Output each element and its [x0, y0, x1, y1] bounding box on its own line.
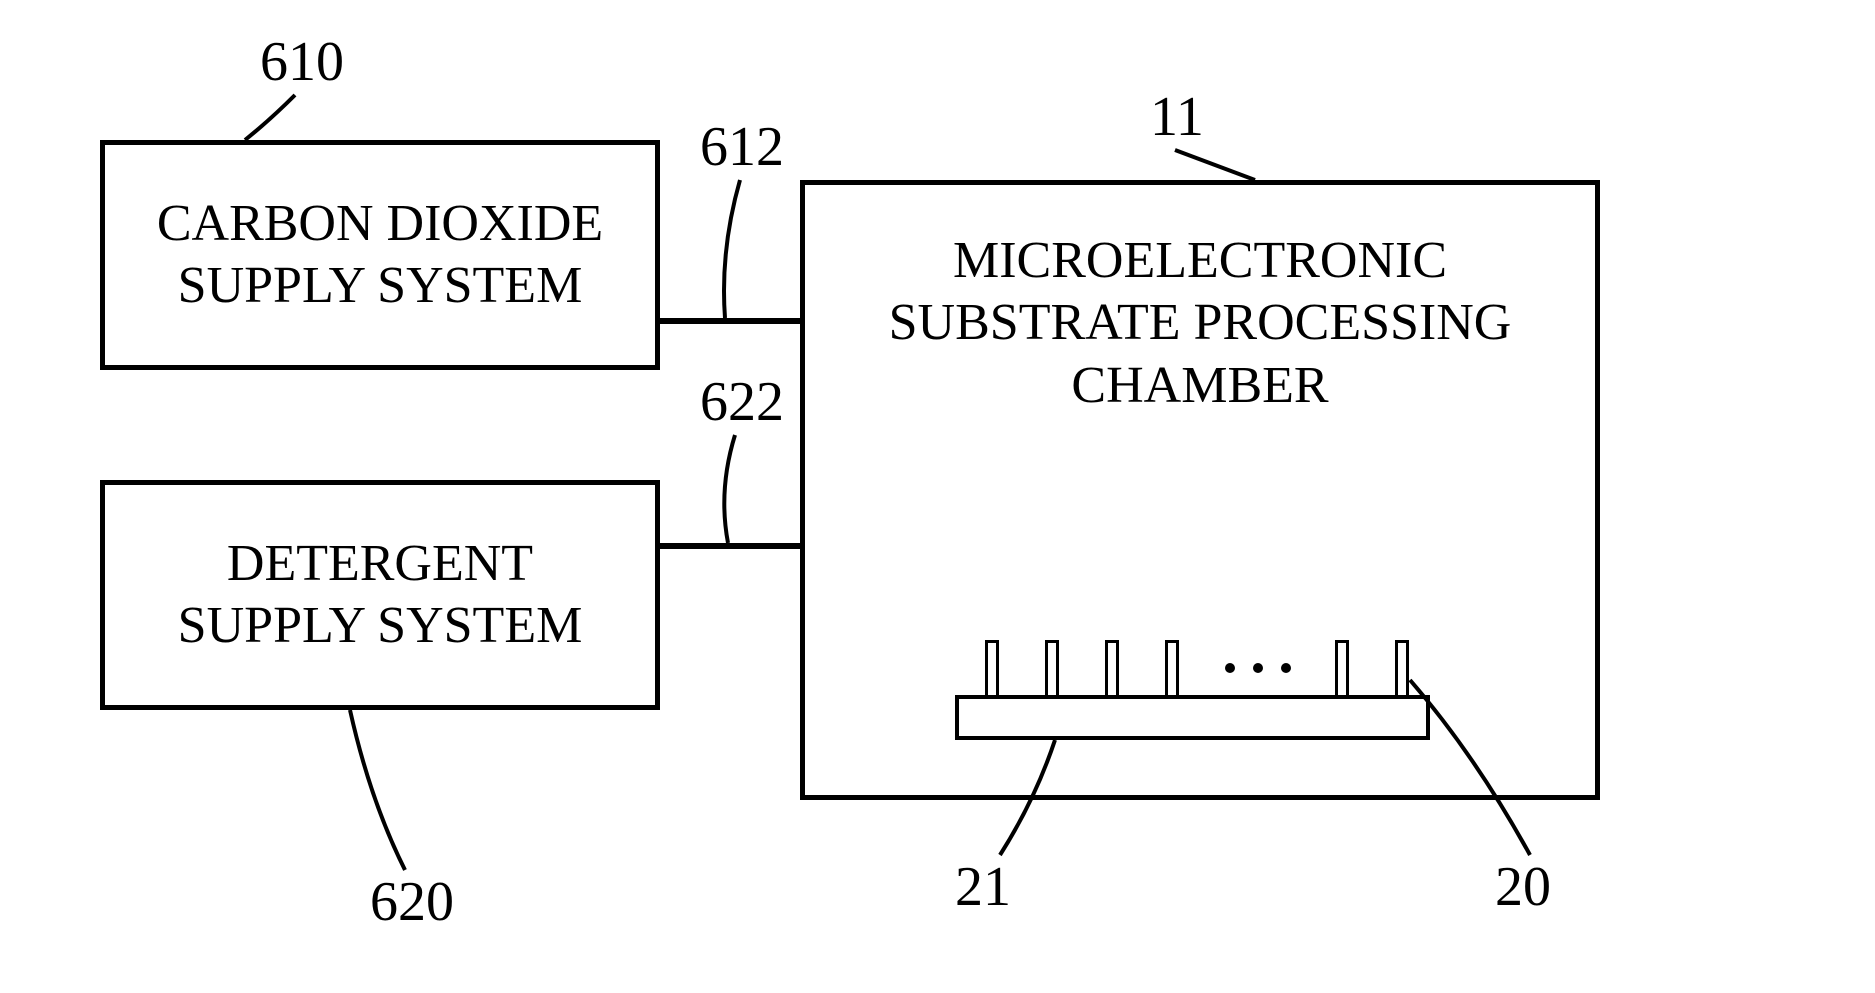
chamber-line3: CHAMBER [1071, 357, 1328, 414]
detergent-line2: SUPPLY SYSTEM [178, 597, 583, 654]
chamber-line2: SUBSTRATE PROCESSING [889, 294, 1512, 351]
ref-610: 610 [260, 30, 344, 94]
connector-622 [660, 543, 800, 549]
substrate-21 [955, 695, 1430, 740]
ref-21: 21 [955, 855, 1011, 919]
co2-supply-box: CARBON DIOXIDE SUPPLY SYSTEM [100, 140, 660, 370]
pin [1165, 640, 1179, 695]
pin-ellipsis [1225, 663, 1291, 673]
ref-11: 11 [1150, 85, 1204, 149]
ref-612: 612 [700, 115, 784, 179]
ref-20: 20 [1495, 855, 1551, 919]
co2-line2: SUPPLY SYSTEM [178, 257, 583, 314]
pin [1395, 640, 1409, 695]
pin [1045, 640, 1059, 695]
detergent-supply-box: DETERGENT SUPPLY SYSTEM [100, 480, 660, 710]
pin [1105, 640, 1119, 695]
ref-620: 620 [370, 870, 454, 934]
connector-612 [660, 318, 800, 324]
co2-line1: CARBON DIOXIDE [157, 195, 603, 252]
ref-622: 622 [700, 370, 784, 434]
pin [985, 640, 999, 695]
pin [1335, 640, 1349, 695]
detergent-line1: DETERGENT [227, 535, 533, 592]
chamber-line1: MICROELECTRONIC [953, 232, 1447, 289]
